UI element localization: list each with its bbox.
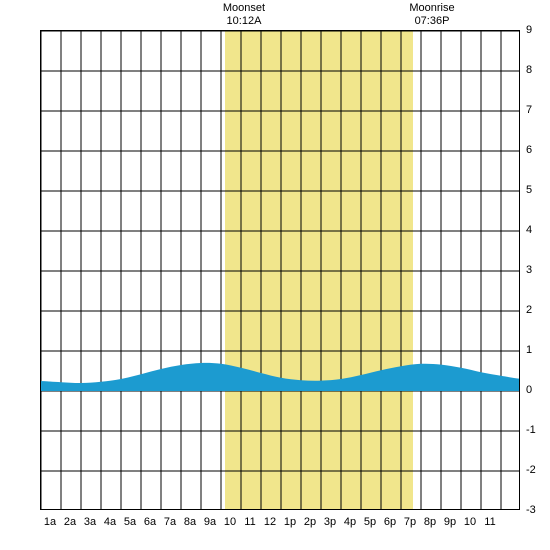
x-tick-label: 12 <box>264 516 276 528</box>
x-tick-label: 5a <box>124 516 136 528</box>
x-tick-label: 10 <box>464 516 476 528</box>
plot-area <box>40 30 520 510</box>
y-tick-label: 0 <box>526 384 532 396</box>
y-tick-label: 3 <box>526 264 532 276</box>
x-axis-labels: 1a 2a 3a 4a 5a 6a 7a 8a 9a 10 11 12 1p 2p 3p 4p 5p 6p 7p 8p… <box>40 516 520 536</box>
moon-event: Moonset10:12A <box>223 2 265 28</box>
y-tick-label: 9 <box>526 24 532 36</box>
x-tick-label: 8a <box>184 516 196 528</box>
plot-svg <box>41 31 520 510</box>
x-tick-label: 4p <box>344 516 356 528</box>
x-tick-label: 11 <box>484 516 495 528</box>
moon-event-time: 10:12A <box>223 15 265 28</box>
x-tick-label: 3p <box>324 516 336 528</box>
x-tick-label: 4a <box>104 516 116 528</box>
x-tick-label: 10 <box>224 516 236 528</box>
y-tick-label: 5 <box>526 184 532 196</box>
x-tick-label: 11 <box>244 516 255 528</box>
x-tick-label: 2a <box>64 516 76 528</box>
x-tick-label: 7p <box>404 516 416 528</box>
y-tick-label: 1 <box>526 344 532 356</box>
x-tick-label: 5p <box>364 516 376 528</box>
moon-event-time: 07:36P <box>409 15 454 28</box>
y-tick-label: 8 <box>526 64 532 76</box>
y-tick-label: 7 <box>526 104 532 116</box>
x-tick-label: 7a <box>164 516 176 528</box>
x-tick-label: 1a <box>44 516 56 528</box>
moon-event-labels: Moonset10:12A Moonrise07:36P <box>40 0 520 30</box>
moon-event-title: Moonset <box>223 2 265 15</box>
moon-event-title: Moonrise <box>409 2 454 15</box>
x-tick-label: 8p <box>424 516 436 528</box>
y-axis-labels: -3-2-10123456789 <box>526 30 550 510</box>
x-tick-label: 3a <box>84 516 96 528</box>
y-tick-label: -1 <box>526 424 536 436</box>
x-tick-label: 2p <box>304 516 316 528</box>
x-tick-label: 6p <box>384 516 396 528</box>
tide-chart: Moonset10:12A Moonrise07:36P 1a 2a 3a 4a 5a 6a… <box>0 0 550 550</box>
x-tick-label: 9p <box>444 516 456 528</box>
y-tick-label: -2 <box>526 464 536 476</box>
y-tick-label: 6 <box>526 144 532 156</box>
moon-event: Moonrise07:36P <box>409 2 454 28</box>
y-tick-label: -3 <box>526 504 536 516</box>
x-tick-label: 9a <box>204 516 216 528</box>
x-tick-label: 1p <box>284 516 296 528</box>
y-tick-label: 4 <box>526 224 532 236</box>
x-tick-label: 6a <box>144 516 156 528</box>
y-tick-label: 2 <box>526 304 532 316</box>
